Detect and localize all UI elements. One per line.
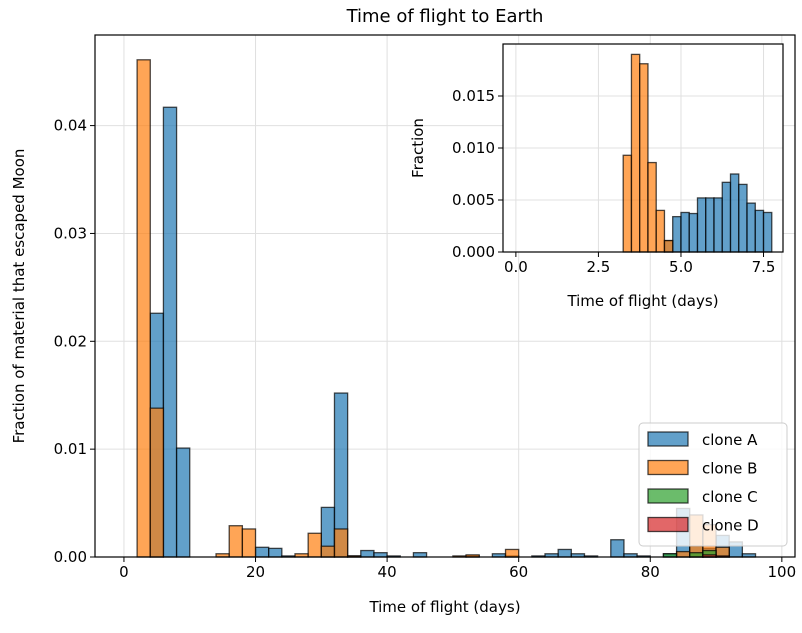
legend-swatch-clone-B bbox=[647, 459, 689, 476]
inset-x-tick-label: 5.0 bbox=[669, 258, 693, 276]
inset-bar-clone-a bbox=[680, 211, 690, 253]
x-tick-label: 100 bbox=[768, 563, 797, 581]
chart-title: Time of flight to Earth bbox=[346, 6, 544, 27]
inset-bar-clone-a bbox=[696, 197, 707, 253]
x-axis-label: Time of flight (days) bbox=[368, 598, 520, 616]
legend: clone A clone B clone C clone D bbox=[638, 422, 788, 547]
inset-x-tick-label: 7.5 bbox=[752, 258, 776, 276]
legend-swatch-clone-A bbox=[647, 431, 689, 447]
y-tick-label: 0.01 bbox=[54, 440, 87, 458]
inset-bar-clone-a bbox=[672, 215, 682, 253]
inset-bar-clone-a bbox=[688, 212, 699, 253]
bar-clone-b bbox=[149, 407, 165, 558]
legend-swatch-clone-C bbox=[647, 488, 689, 504]
bar-clone-a bbox=[360, 549, 375, 558]
inset-x-tick-label: 2.5 bbox=[586, 258, 610, 276]
inset-bar-clone-b bbox=[655, 209, 666, 253]
x-tick-label: 20 bbox=[246, 563, 265, 581]
bar-clone-b bbox=[241, 528, 257, 558]
bar-clone-a bbox=[162, 106, 178, 558]
inset-bar-clone-a bbox=[754, 209, 765, 253]
x-tick-label: 40 bbox=[378, 563, 397, 581]
legend-label: clone C bbox=[702, 488, 758, 506]
inset-axes: 0.0 2.5 5.0 7.5 0.000 0.005 0.010 0.015 bbox=[452, 43, 784, 276]
bar-clone-a bbox=[557, 548, 572, 558]
y-tick-label: 0.02 bbox=[54, 332, 87, 350]
inset-axes-frame bbox=[502, 43, 784, 253]
inset-bar-clone-a bbox=[729, 173, 740, 253]
x-tick-label: 0 bbox=[119, 563, 129, 581]
legend-swatch-clone-D bbox=[647, 516, 689, 533]
inset-y-axis-label: Fraction bbox=[409, 118, 427, 178]
inset-y-tick-label: 0.005 bbox=[452, 191, 495, 209]
y-tick-label: 0.04 bbox=[54, 117, 87, 135]
bar-clone-b bbox=[675, 550, 691, 558]
y-tick-label: 0.00 bbox=[54, 548, 87, 566]
bar-clone-b bbox=[307, 532, 322, 558]
inset-x-tick-label: 0.0 bbox=[504, 258, 528, 276]
x-tick-label: 80 bbox=[641, 563, 660, 581]
bar-clone-b bbox=[504, 548, 520, 558]
bar-clone-b bbox=[136, 59, 151, 558]
inset-bar-clone-b bbox=[647, 161, 657, 253]
bar-clone-a bbox=[175, 447, 191, 558]
inset-bar-clone-a bbox=[705, 197, 715, 253]
inset-bar-clone-b bbox=[639, 63, 649, 253]
inset-bar-clone-a bbox=[721, 181, 732, 253]
legend-label: clone D bbox=[702, 517, 759, 535]
inset-bar-clone-a bbox=[762, 211, 773, 253]
axes-frame bbox=[94, 34, 796, 558]
inset-bar-clone-a bbox=[746, 202, 756, 253]
bar-clone-a bbox=[610, 539, 625, 558]
inset-y-tick-label: 0.000 bbox=[452, 243, 495, 261]
inset-bar-clone-a bbox=[713, 197, 723, 253]
x-tick-label: 60 bbox=[509, 563, 528, 581]
bar-clone-a bbox=[412, 552, 428, 558]
y-tick-label: 0.03 bbox=[54, 224, 87, 242]
bar-clone-b bbox=[228, 525, 244, 558]
bar-clone-a bbox=[254, 546, 270, 558]
inset-bar-clone-b bbox=[630, 53, 641, 253]
y-axis-label: Fraction of material that escaped Moon bbox=[10, 149, 28, 444]
bar-clone-b bbox=[333, 528, 349, 558]
bar-clone-a bbox=[373, 552, 388, 558]
inset-bar-clone-b bbox=[622, 154, 633, 253]
legend-label: clone B bbox=[702, 460, 757, 478]
legend-frame bbox=[638, 422, 788, 547]
bar-clone-a bbox=[268, 547, 283, 558]
legend-label: clone A bbox=[702, 431, 758, 449]
bar-clone-c bbox=[689, 552, 704, 558]
inset-bar-clone-a bbox=[738, 183, 748, 253]
inset-y-tick-label: 0.015 bbox=[452, 87, 495, 105]
inset-y-tick-label: 0.010 bbox=[452, 139, 495, 157]
inset-bar-clone-b bbox=[663, 239, 674, 253]
inset-x-axis-label: Time of flight (days) bbox=[566, 292, 718, 310]
bar-clone-b bbox=[320, 545, 336, 558]
